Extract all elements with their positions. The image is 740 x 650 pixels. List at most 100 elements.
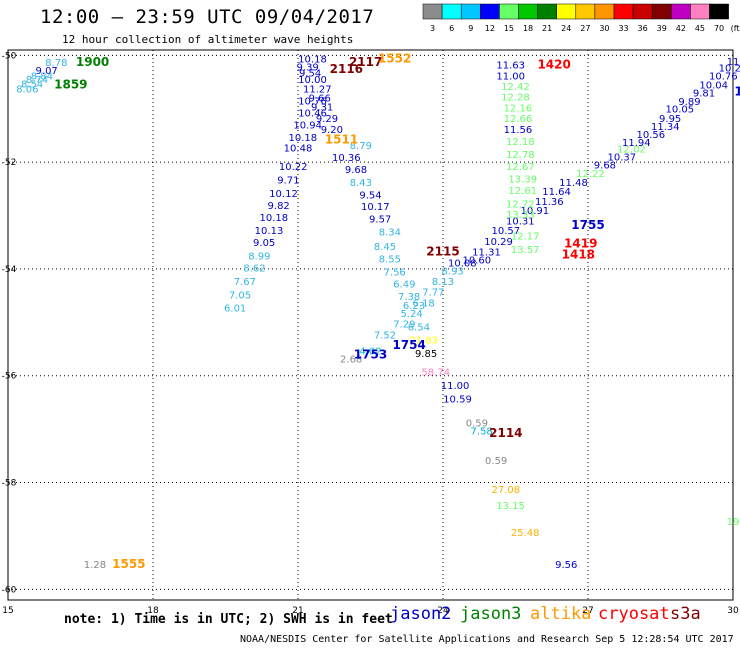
colorbar-swatch bbox=[480, 3, 500, 20]
colorbar-tick-label: 15 bbox=[504, 24, 514, 33]
swh-data-label: 7.77 bbox=[422, 288, 444, 299]
swh-data-label: 10.59 bbox=[443, 394, 472, 405]
pass-time-label: 1859 bbox=[54, 77, 87, 91]
swh-data-label: 9.07 bbox=[36, 66, 58, 77]
satellite-legend-cryosat: cryosat bbox=[598, 604, 670, 624]
colorbar-swatch bbox=[690, 3, 710, 20]
swh-data-label: 10.22 bbox=[279, 162, 308, 173]
swh-data-label: 19 bbox=[727, 517, 740, 528]
swh-data-label: 9.85 bbox=[415, 349, 437, 360]
swh-data-label: 5.24 bbox=[400, 309, 422, 320]
swh-data-label: 8.74 bbox=[26, 75, 48, 86]
swh-data-label: 9.71 bbox=[277, 175, 299, 186]
swh-data-label: 10.76 bbox=[298, 96, 327, 107]
y-tick-label: -54 bbox=[2, 265, 17, 275]
swh-data-label: 2.68 bbox=[340, 354, 362, 365]
swh-data-label: 8.79 bbox=[350, 141, 372, 152]
swh-data-label: 1.28 bbox=[84, 560, 106, 571]
pass-time-label: 1419 bbox=[564, 237, 597, 251]
colorbar-swatch bbox=[556, 3, 577, 20]
x-tick-label: 21 bbox=[292, 606, 303, 616]
swh-data-label: 11.63 bbox=[496, 61, 525, 72]
colorbar-swatch bbox=[537, 3, 557, 20]
pass-time-label: 1754 bbox=[392, 338, 425, 352]
pass-time-label: 2115 bbox=[426, 245, 459, 259]
colorbar-tick-label: 30 bbox=[599, 24, 609, 33]
colorbar-swatch bbox=[671, 3, 691, 20]
swh-data-label: 8.45 bbox=[374, 242, 396, 253]
swh-data-label: 12.28 bbox=[501, 93, 530, 104]
swh-data-label: 9.68 bbox=[594, 161, 616, 172]
x-tick-label: 27 bbox=[582, 606, 593, 616]
colorbar-tick-label: 42 bbox=[676, 24, 686, 33]
swh-data-label: 7.56 bbox=[384, 267, 406, 278]
swh-data-label: 8.55 bbox=[379, 255, 401, 266]
swh-data-label: 10.13 bbox=[255, 226, 284, 237]
swh-data-label: 4.02 bbox=[359, 346, 381, 357]
swh-data-label: 10.18 bbox=[260, 213, 289, 224]
swh-data-label: 6.01 bbox=[224, 304, 246, 315]
footer-credit: NOAA/NESDIS Center for Satellite Applica… bbox=[240, 634, 734, 645]
swh-data-label: 12.61 bbox=[508, 186, 537, 197]
colorbar-swatch bbox=[460, 3, 481, 20]
swh-data-label: 9.95 bbox=[659, 114, 681, 125]
swh-data-label: 27.08 bbox=[492, 485, 521, 496]
swh-data-label: 11.31 bbox=[472, 248, 501, 259]
swh-data-label: 10.04 bbox=[699, 80, 728, 91]
satellite-legend-altika: altika bbox=[530, 604, 592, 624]
swh-data-label: 12.66 bbox=[504, 114, 533, 125]
swh-data-label: 8.13 bbox=[432, 277, 454, 288]
page-subtitle: 12 hour collection of altimeter wave hei… bbox=[62, 33, 354, 46]
swh-data-label: 12.22 bbox=[576, 169, 605, 180]
swh-data-label: 12.42 bbox=[501, 82, 530, 93]
pass-time-label: 1552 bbox=[378, 51, 411, 65]
swh-data-label: 8.06 bbox=[16, 85, 38, 96]
swh-data-label: 21.83 bbox=[409, 336, 438, 347]
colorbar-tick-label: 70 bbox=[714, 24, 724, 33]
swh-data-label: 11.00 bbox=[496, 71, 525, 82]
swh-data-label: 7.58 bbox=[471, 426, 493, 437]
colorbar-tick-label: 18 bbox=[523, 24, 533, 33]
swh-data-label: 10.94 bbox=[293, 120, 322, 131]
swh-data-label: 10.37 bbox=[608, 153, 637, 164]
swh-data-label: 12.78 bbox=[506, 150, 535, 161]
swh-data-label: 0.59 bbox=[466, 418, 488, 429]
swh-data-label: 10.36 bbox=[332, 153, 361, 164]
swh-data-label: 10.60 bbox=[463, 256, 492, 267]
swh-data-label: 7.29 bbox=[393, 320, 415, 331]
swh-data-label: 10.27 bbox=[719, 63, 740, 74]
swh-data-label: 11.34 bbox=[651, 122, 680, 133]
swh-data-label: 10.57 bbox=[492, 226, 521, 237]
colorbar-tick-label: 36 bbox=[638, 24, 648, 33]
swh-data-label: 10.18 bbox=[298, 54, 327, 65]
pass-time-label: 1418 bbox=[562, 247, 595, 261]
pass-time-label: 1753 bbox=[354, 348, 387, 362]
swh-data-label: 7.38 bbox=[398, 292, 420, 303]
swh-data-label: 6.49 bbox=[393, 280, 415, 291]
colorbar-swatch bbox=[651, 3, 672, 20]
swh-data-label: 7.67 bbox=[234, 277, 256, 288]
colorbar-swatch bbox=[632, 3, 653, 20]
swh-data-label: 11.64 bbox=[542, 187, 571, 198]
swh-data-label: 9.54 bbox=[299, 69, 321, 80]
swh-data-label: 11.1 bbox=[727, 57, 740, 68]
swh-data-label: 6.18 bbox=[413, 298, 435, 309]
plot-frame bbox=[7, 49, 734, 601]
swh-data-label: 10.76 bbox=[709, 71, 738, 82]
colorbar-tick-label: 21 bbox=[542, 24, 552, 33]
swh-data-label: 10.29 bbox=[484, 237, 513, 248]
y-tick-label: -50 bbox=[2, 51, 17, 61]
colorbar-swatch bbox=[499, 3, 519, 20]
swh-data-label: 9.05 bbox=[253, 238, 275, 249]
x-tick-label: 30 bbox=[727, 606, 739, 616]
colorbar-tick-label: 24 bbox=[561, 24, 571, 33]
swh-data-label: 12.18 bbox=[506, 137, 535, 148]
colorbar-tick-label: 9 bbox=[468, 24, 473, 33]
pass-time-label: 1555 bbox=[112, 557, 145, 571]
swh-data-label: 12.67 bbox=[506, 162, 535, 173]
swh-data-label: 8.84 bbox=[31, 71, 53, 82]
swh-data-label: 0.59 bbox=[485, 456, 507, 467]
swh-data-label: 58.74 bbox=[421, 368, 450, 379]
swh-data-label: 10.17 bbox=[361, 202, 390, 213]
